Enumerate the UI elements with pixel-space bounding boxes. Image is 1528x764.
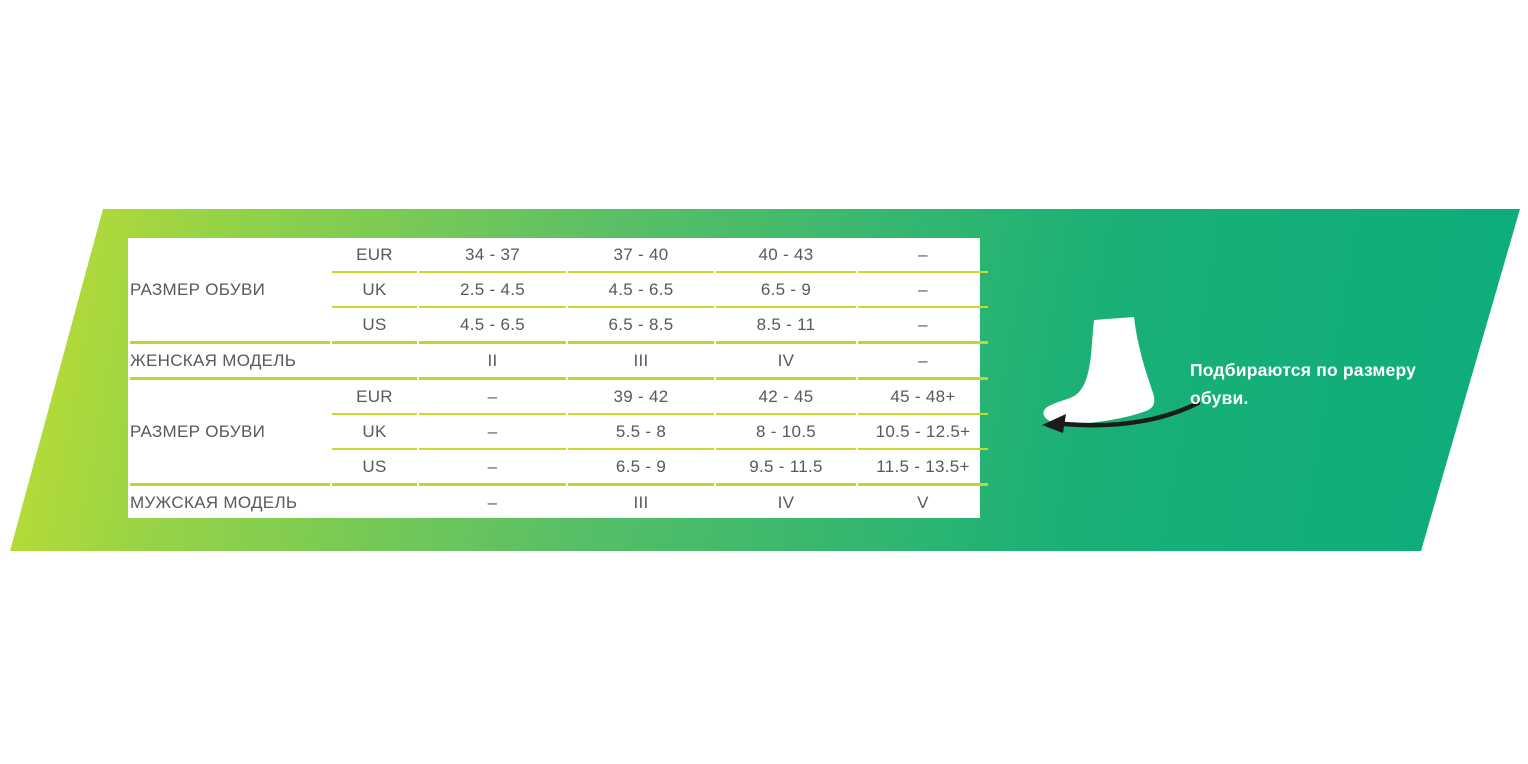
model-label: МУЖСКАЯ МОДЕЛЬ [130,492,298,512]
size-range-cell: 39 - 42 [568,380,714,415]
size-range-cell: 2.5 - 4.5 [419,273,566,308]
size-range-cell: 6.5 - 9 [568,450,714,486]
model-value-cell: IV [777,492,795,512]
model-value-cell: III [633,492,649,512]
size-range-cell: 9.5 - 11.5 [716,450,856,486]
size-range-cell: 4.5 - 6.5 [568,273,714,308]
model-value-cell: V [917,492,929,512]
shoe-size-table: РАЗМЕР ОБУВИ EUR 34 - 37 37 - 40 40 - 43… [128,238,988,518]
table-row: ЖЕНСКАЯ МОДЕЛЬ II III IV – [130,344,988,380]
size-range-cell: 5.5 - 8 [568,415,714,450]
size-range-cell: 34 - 37 [419,238,566,273]
size-table: РАЗМЕР ОБУВИ EUR 34 - 37 37 - 40 40 - 43… [128,238,990,519]
foot-with-measuring-arrow-icon [1030,305,1210,445]
size-range-cell: 45 - 48+ [858,380,988,415]
unit-label: US [332,450,417,486]
size-range-cell: 11.5 - 13.5+ [858,450,988,486]
size-range-cell: – [419,415,566,450]
size-range-cell: – [419,380,566,415]
table-row: МУЖСКАЯ МОДЕЛЬ – III IV V [130,486,988,519]
size-range-cell: – [419,450,566,486]
unit-label: UK [332,273,417,308]
size-range-cell: – [858,308,988,344]
unit-label: UK [332,415,417,450]
size-range-cell: 37 - 40 [568,238,714,273]
size-range-cell: 4.5 - 6.5 [419,308,566,344]
model-value-cell: II [419,344,566,380]
table-row: UK – 5.5 - 8 8 - 10.5 10.5 - 12.5+ [130,415,988,450]
size-range-cell: 40 - 43 [716,238,856,273]
size-label: РАЗМЕР ОБУВИ [130,238,330,344]
unit-label: EUR [332,238,417,273]
size-range-cell: 10.5 - 12.5+ [858,415,988,450]
model-value-cell: – [858,344,988,380]
table-row: US 4.5 - 6.5 6.5 - 8.5 8.5 - 11 – [130,308,988,344]
size-range-cell: 8 - 10.5 [716,415,856,450]
model-value-cell: IV [716,344,856,380]
table-row: US – 6.5 - 9 9.5 - 11.5 11.5 - 13.5+ [130,450,988,486]
unit-label: US [332,308,417,344]
table-row: РАЗМЕР ОБУВИ EUR 34 - 37 37 - 40 40 - 43… [130,238,988,344]
unit-label: EUR [332,380,417,415]
table-row: UK 2.5 - 4.5 4.5 - 6.5 6.5 - 9 – [130,273,988,308]
size-range-cell: 6.5 - 8.5 [568,308,714,344]
size-range-cell: – [858,273,988,308]
size-range-cell: 8.5 - 11 [716,308,856,344]
size-range-cell: 42 - 45 [716,380,856,415]
size-range-cell: 6.5 - 9 [716,273,856,308]
fitting-note-text: Подбираются по размеру обуви. [1190,360,1417,408]
size-range-cell: – [858,238,988,273]
table-row: РАЗМЕР ОБУВИ EUR – 39 - 42 42 - 45 45 - … [130,380,988,486]
model-label: ЖЕНСКАЯ МОДЕЛЬ [130,344,417,380]
model-value-cell: III [568,344,714,380]
size-label: РАЗМЕР ОБУВИ [130,380,330,486]
model-value-cell: – [487,492,498,512]
